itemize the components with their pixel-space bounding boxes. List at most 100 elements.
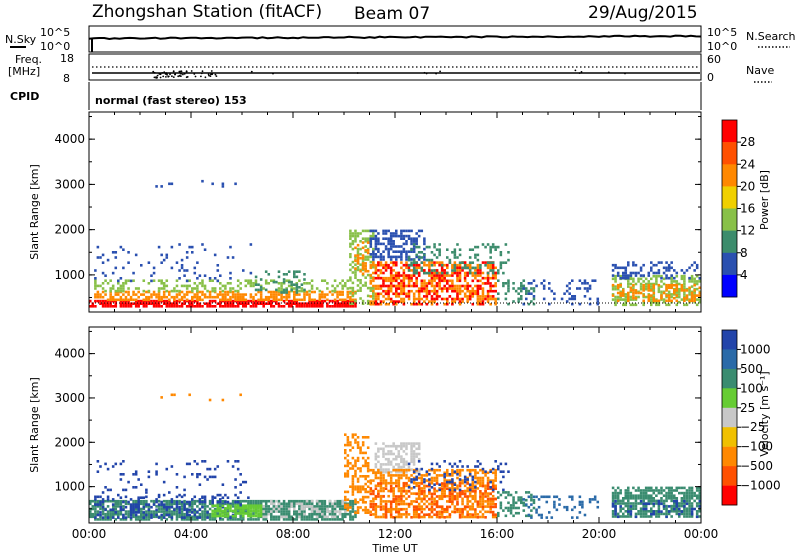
power-cell [693, 277, 696, 281]
power-cell [354, 268, 357, 272]
power-cell [451, 279, 454, 283]
power-cell [198, 290, 202, 294]
power-cell [499, 266, 503, 270]
power-cell [456, 297, 459, 301]
power-cell [389, 279, 393, 283]
power-cell [196, 293, 199, 296]
power-cell [354, 292, 357, 295]
velocity-cell [247, 502, 250, 506]
velocity-cell [438, 497, 441, 501]
power-cell [407, 284, 411, 288]
colorbar-tick-label: 28 [740, 135, 755, 149]
power-cell [137, 299, 140, 303]
power-cell [680, 286, 684, 290]
power-cell [619, 285, 622, 288]
velocity-cell [670, 497, 673, 500]
velocity-cell [471, 494, 475, 498]
power-cell [466, 287, 469, 290]
power-cell [122, 282, 125, 285]
velocity-cell [512, 506, 515, 510]
power-cell [463, 266, 467, 270]
velocity-cell [415, 513, 418, 516]
velocity-cell [453, 497, 457, 501]
power-cell [124, 290, 128, 294]
velocity-cell [315, 507, 319, 511]
power-cell [310, 305, 314, 308]
power-cell [412, 271, 416, 275]
power-cell [101, 287, 105, 290]
velocity-cell [420, 500, 424, 503]
velocity-cell [453, 488, 457, 492]
velocity-cell [474, 497, 477, 501]
velocity-cell [323, 507, 327, 511]
velocity-cell [137, 498, 140, 501]
velocity-cell [359, 498, 362, 501]
velocity-cell [188, 505, 191, 508]
velocity-cell [634, 497, 638, 500]
power-cell [693, 283, 696, 287]
power-cell [665, 283, 668, 287]
velocity-cell [203, 500, 207, 504]
velocity-cell [150, 505, 153, 509]
velocity-cell [213, 507, 217, 511]
power-cell [415, 261, 418, 264]
velocity-cell [379, 482, 383, 485]
velocity-cell [101, 518, 105, 521]
power-cell [303, 298, 306, 302]
velocity-cell [216, 507, 220, 510]
power-cell [303, 273, 306, 276]
power-cell [657, 285, 661, 288]
power-cell [366, 294, 370, 298]
velocity-cell [356, 443, 360, 447]
velocity-cell [239, 483, 242, 486]
velocity-cell [369, 468, 373, 472]
power-cell [219, 290, 222, 294]
power-cell [573, 297, 577, 301]
velocity-cell [157, 503, 161, 506]
power-cell [170, 289, 174, 293]
power-cell [415, 269, 418, 272]
power-cell [249, 279, 253, 282]
velocity-cell [392, 457, 395, 461]
velocity-cell [382, 463, 385, 466]
velocity-cell [114, 512, 118, 516]
velocity-cell [456, 497, 459, 501]
power-cell [96, 299, 100, 303]
velocity-cell [384, 500, 388, 503]
velocity-cell [479, 515, 482, 519]
velocity-cell [392, 492, 395, 495]
power-cell [412, 243, 416, 246]
power-cell [349, 276, 352, 279]
power-cell [660, 274, 663, 278]
velocity-cell [155, 515, 158, 519]
velocity-cell [132, 486, 135, 489]
power-cell [489, 287, 492, 290]
velocity-cell [425, 500, 429, 503]
power-cell [458, 266, 462, 270]
power-cell [298, 289, 301, 293]
power-cell [451, 266, 454, 270]
velocity-cell [417, 484, 421, 488]
velocity-cell [145, 510, 148, 513]
velocity-cell [354, 511, 357, 514]
velocity-cell [456, 494, 459, 498]
velocity-cell [211, 509, 214, 513]
power-cell [147, 302, 151, 305]
velocity-cell [333, 518, 337, 521]
velocity-cell [109, 510, 112, 513]
velocity-cell [272, 499, 276, 503]
velocity-cell [344, 464, 347, 468]
power-cell [433, 271, 436, 275]
power-cell [377, 287, 380, 290]
velocity-cell [400, 487, 403, 490]
velocity-cell [183, 488, 186, 492]
power-cell [389, 284, 393, 288]
velocity-cell [219, 502, 222, 506]
power-cell [405, 292, 408, 296]
power-cell [185, 287, 189, 290]
velocity-cell [484, 492, 487, 495]
velocity-cell [318, 510, 322, 513]
velocity-cell [389, 484, 393, 488]
power-cell [675, 295, 679, 299]
power-cell [244, 284, 248, 288]
